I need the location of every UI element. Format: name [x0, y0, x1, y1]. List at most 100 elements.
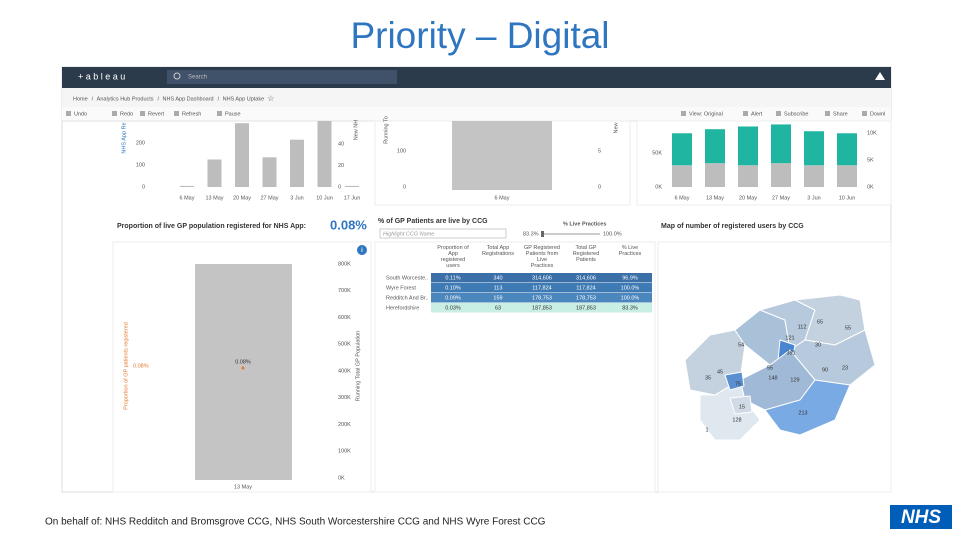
slider-max: 100.0%: [603, 231, 622, 237]
proportion-headline: 0.08%: [330, 217, 367, 232]
highlight-box[interactable]: [379, 228, 507, 239]
bar-segment[interactable]: [672, 165, 692, 187]
breadcrumb-item[interactable]: NHS App Uptake: [223, 96, 265, 102]
y2-tick-label: 0: [338, 184, 341, 190]
bar-segment[interactable]: [804, 131, 824, 166]
bar[interactable]: [235, 123, 249, 187]
row-label[interactable]: Wyre Forest: [386, 285, 416, 291]
y-tick-label: 200: [136, 140, 145, 146]
y2-tick-label: 700K: [338, 288, 351, 294]
cell: 0.03%: [445, 305, 461, 311]
breadcrumb-item[interactable]: Home: [73, 96, 88, 102]
tool-icon: [681, 111, 686, 116]
x-tick-label: 13 May: [234, 484, 252, 490]
bar[interactable]: [290, 139, 304, 187]
cell: 117,824: [532, 285, 551, 291]
bar-segment[interactable]: [837, 165, 857, 187]
map-label: 75: [735, 381, 741, 387]
nhs-logo-text: NHS: [901, 507, 941, 528]
y2-axis-label: Running Total GP Population: [355, 331, 361, 401]
y2-tick-label: 0: [598, 184, 601, 190]
cell: 63: [495, 305, 501, 311]
map-label: 129: [790, 377, 799, 383]
x-tick-label: 6 May: [180, 195, 195, 201]
map-label: 55: [845, 325, 851, 331]
bar[interactable]: [452, 121, 552, 190]
toolbar: [62, 107, 891, 121]
tool-button[interactable]: Refresh: [182, 111, 201, 117]
cell: 187,853: [532, 305, 552, 311]
y2-axis-label: New NH: [353, 120, 359, 141]
cell: 340: [493, 275, 502, 281]
row-label[interactable]: Redditch And Br..: [386, 295, 429, 301]
footer: On behalf of: NHS Redditch and Bromsgrov…: [45, 517, 546, 528]
search-box[interactable]: [167, 70, 397, 84]
tool-icon: [66, 111, 71, 116]
bar[interactable]: [262, 157, 277, 187]
region: [729, 395, 753, 415]
tool-button[interactable]: Share: [833, 111, 848, 117]
column-header: GP Registered Patients from Live Practices: [524, 245, 560, 269]
y2-tick-label: 400K: [338, 368, 351, 374]
bar-segment[interactable]: [672, 133, 692, 166]
bar[interactable]: [195, 264, 292, 480]
tool-icon: [217, 111, 222, 116]
bar-segment[interactable]: [738, 126, 758, 166]
bar[interactable]: [317, 121, 332, 187]
favorite-icon[interactable]: ☆: [267, 94, 274, 103]
brand: + a b l e a u: [78, 71, 125, 81]
breadcrumb-item[interactable]: NHS App Dashboard: [163, 96, 214, 102]
tool-button[interactable]: Downl: [870, 111, 885, 117]
tool-button[interactable]: Pause: [225, 111, 241, 117]
y2-tick-label: 20: [338, 163, 344, 169]
x-tick-label: 17 Jun: [344, 195, 361, 201]
map-label: 45: [717, 369, 723, 375]
region: [699, 379, 761, 441]
separator: /: [158, 96, 160, 102]
x-tick-label: 27 May: [260, 195, 278, 201]
info-icon[interactable]: [357, 245, 367, 255]
bar-segment[interactable]: [771, 124, 791, 164]
map-label: 90: [822, 367, 828, 373]
bar-segment[interactable]: [804, 165, 824, 187]
bar[interactable]: [180, 185, 194, 187]
bar-segment[interactable]: [705, 163, 725, 187]
y2-tick-label: 0K: [867, 184, 874, 190]
map-label: 55: [767, 365, 773, 371]
row-label[interactable]: Herefordshire: [386, 305, 419, 311]
tool-button[interactable]: Revert: [148, 111, 165, 117]
y-tick-label: 0K: [655, 184, 662, 190]
bar-segment[interactable]: [837, 133, 857, 166]
alert-icon[interactable]: [875, 72, 885, 80]
bar[interactable]: [207, 159, 222, 188]
tool-icon: [112, 111, 117, 116]
cell: 187,853: [576, 305, 596, 311]
y-axis-label: Proportion of GP patients registered: [123, 322, 129, 410]
breadcrumb-item[interactable]: Analytics Hub Products: [97, 96, 154, 102]
slider-handle[interactable]: [541, 231, 544, 237]
bar-segment[interactable]: [738, 165, 758, 187]
bar[interactable]: [345, 185, 359, 187]
filter-label: % Live Practices: [563, 221, 606, 227]
cell: 178,753: [576, 295, 596, 301]
row-bg: [431, 303, 652, 313]
tool-button[interactable]: Alert: [751, 111, 763, 117]
region: [764, 379, 851, 436]
bar-segment[interactable]: [705, 129, 725, 164]
row-label[interactable]: South Worceste..: [386, 275, 429, 281]
map-heading: Map of number of registered users by CCG: [661, 223, 804, 230]
separator: /: [92, 96, 94, 102]
tool-button[interactable]: View: Original: [689, 111, 723, 117]
column-header: Total GP Registered Patients: [573, 245, 600, 263]
tool-button[interactable]: Undo: [74, 111, 87, 117]
bar-segment[interactable]: [771, 163, 791, 187]
tool-button[interactable]: Subscribe: [784, 111, 808, 117]
map-label: 65: [817, 319, 823, 325]
map-label: 148: [768, 375, 777, 381]
info-glyph: i: [361, 248, 363, 254]
y2-tick-label: 200K: [338, 422, 351, 428]
x-tick-label: 27 May: [772, 195, 790, 201]
y-tick-label: 100: [397, 148, 406, 154]
y-tick-label: 50K: [652, 150, 662, 156]
tool-button[interactable]: Redo: [120, 111, 133, 117]
